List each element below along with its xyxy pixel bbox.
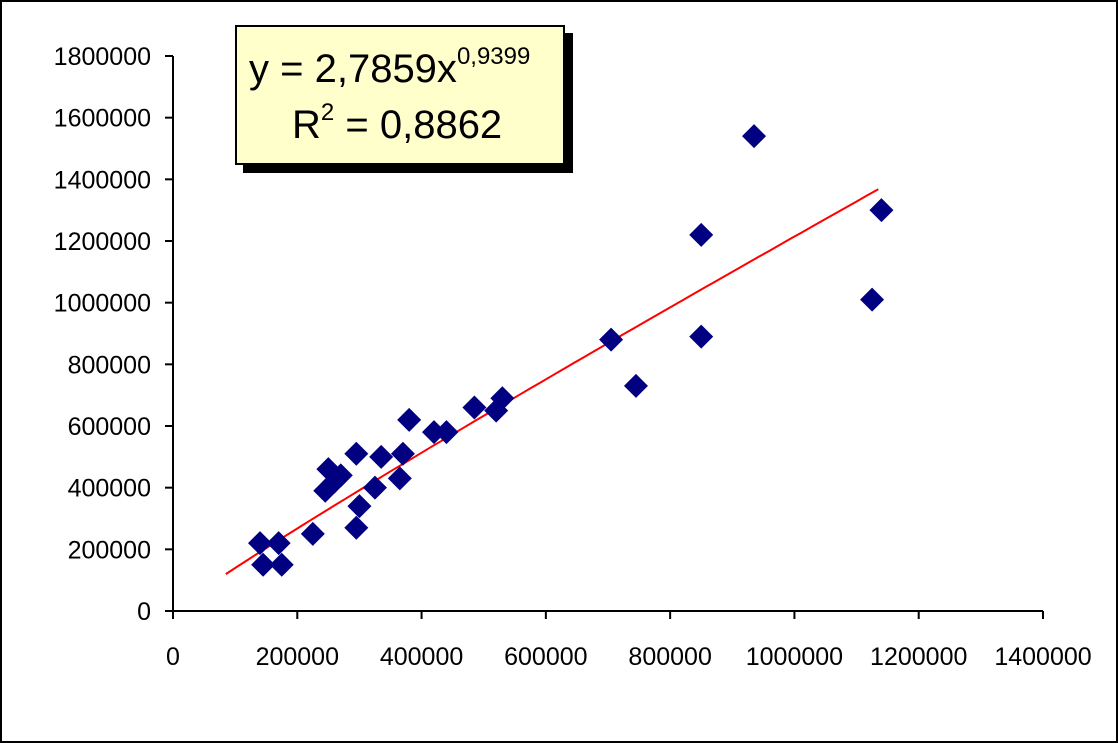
data-point [344, 515, 369, 540]
data-point [599, 327, 624, 352]
data-point [422, 420, 446, 445]
trendline-equation: y = 2,7859x0,9399 [249, 43, 530, 92]
x-tick-label: 400000 [380, 643, 463, 671]
y-tick-label: 200000 [68, 536, 151, 564]
data-point [860, 287, 885, 312]
data-point [387, 466, 412, 491]
data-point [742, 124, 767, 149]
equation-exponent: 0,9399 [456, 43, 531, 70]
data-point [269, 552, 294, 577]
data-point [869, 198, 894, 223]
data-point [390, 441, 415, 466]
data-point [300, 521, 325, 546]
data-point [248, 531, 272, 556]
data-point [344, 441, 369, 466]
r2-superscript: 2 [320, 99, 335, 126]
r2-prefix: R [292, 103, 321, 147]
y-tick-label: 1800000 [54, 43, 151, 71]
data-point [490, 386, 515, 411]
r-squared: R2 = 0,8862 [292, 99, 503, 148]
data-point [689, 324, 714, 349]
trendline [225, 188, 879, 575]
trendline-group [225, 188, 879, 575]
x-tick-label: 1400000 [994, 643, 1091, 671]
x-tick-label: 1000000 [746, 643, 843, 671]
y-tick-label: 600000 [68, 413, 151, 441]
y-tick-label: 0 [137, 598, 151, 626]
y-tick-label: 1200000 [54, 228, 151, 256]
equation-text: y = 2,7859x [249, 47, 457, 91]
data-point [434, 420, 459, 445]
data-point [347, 494, 372, 519]
y-tick-label: 1400000 [54, 166, 151, 194]
data-point [362, 475, 387, 500]
y-tick-label: 400000 [68, 475, 151, 503]
axes: 0 200000 400000 600000 800000 1000000 1200000 1… [54, 43, 1092, 671]
data-point [369, 444, 394, 469]
data-point [689, 222, 714, 247]
data-point [328, 463, 353, 488]
data-point [266, 531, 291, 556]
y-tick-label: 800000 [68, 351, 151, 379]
x-tick-label: 200000 [256, 643, 339, 671]
r2-value: = 0,8862 [334, 103, 503, 147]
y-tick-label: 1000000 [54, 290, 151, 318]
equation-box: y = 2,7859x0,9399 R2 = 0,8862 [235, 25, 565, 165]
x-tick-label: 1200000 [870, 643, 967, 671]
x-tick-label: 800000 [628, 643, 711, 671]
data-points [248, 124, 894, 577]
data-point [462, 395, 487, 420]
data-point [397, 407, 422, 432]
x-tick-label: 0 [166, 643, 180, 671]
data-point [623, 373, 648, 398]
y-tick-label: 1600000 [54, 105, 151, 133]
x-tick-label: 600000 [504, 643, 587, 671]
data-point [251, 552, 276, 577]
